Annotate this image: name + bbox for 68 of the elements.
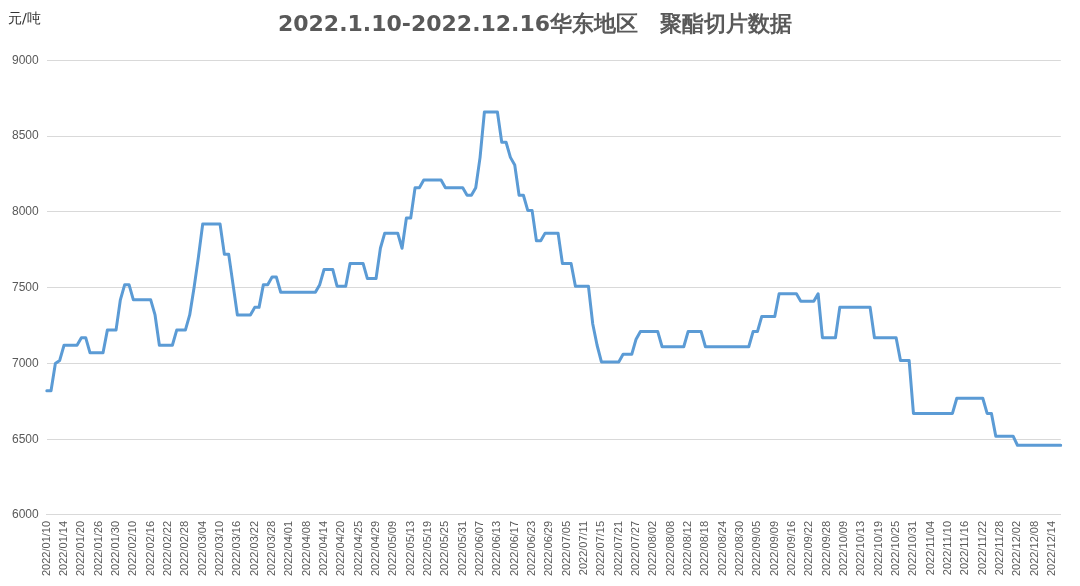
x-tick-label: 2022/08/24 (715, 520, 728, 577)
x-tick-label: 2022/05/25 (438, 520, 451, 577)
x-tick-label: 2022/09/16 (785, 520, 798, 577)
x-tick-label: 2022/12/14 (1045, 520, 1058, 577)
x-tick-label: 2022/07/11 (577, 520, 590, 576)
y-axis-title: 元/吨 (8, 10, 41, 28)
x-tick-label: 2022/08/30 (733, 520, 746, 577)
y-tick-label: 6500 (11, 431, 40, 446)
x-tick-label: 2022/04/29 (369, 520, 382, 577)
x-tick-label: 2022/04/14 (317, 520, 330, 577)
x-tick-label: 2022/01/14 (57, 520, 70, 577)
x-tick-label: 2022/05/31 (455, 520, 468, 577)
x-tick-label: 2022/03/28 (265, 520, 278, 577)
y-tick-label: 9000 (11, 52, 40, 67)
x-tick-label: 2022/03/16 (230, 520, 243, 577)
x-tick-label: 2022/04/01 (282, 520, 295, 577)
x-tick-label: 2022/10/13 (854, 520, 867, 577)
x-tick-label: 2022/06/13 (490, 520, 503, 577)
x-tick-label: 2022/02/22 (161, 520, 174, 577)
x-tick-label: 2022/04/08 (299, 520, 312, 577)
x-tick-label: 2022/01/10 (39, 520, 52, 577)
x-tick-label: 2022/11/22 (975, 520, 988, 576)
x-tick-label: 2022/08/02 (646, 520, 659, 577)
x-tick-label: 2022/11/16 (958, 520, 971, 576)
x-tick-label: 2022/10/09 (837, 520, 850, 577)
x-tick-label: 2022/09/09 (767, 520, 780, 577)
x-tick-label: 2022/06/17 (507, 520, 520, 577)
y-tick-label: 7000 (11, 355, 40, 370)
x-tick-label: 2022/06/07 (473, 520, 486, 577)
x-tick-label: 2022/07/15 (594, 520, 607, 577)
x-tick-label: 2022/12/08 (1027, 520, 1040, 577)
y-tick-label: 8500 (11, 128, 40, 143)
x-tick-label: 2022/09/05 (750, 520, 763, 577)
x-tick-label: 2022/08/18 (698, 520, 711, 577)
x-tick-label: 2022/10/31 (906, 520, 919, 577)
x-tick-label: 2022/04/25 (351, 520, 364, 577)
x-tick-label: 2022/07/27 (629, 520, 642, 577)
x-tick-label: 2022/11/10 (941, 520, 954, 576)
x-tick-label: 2022/05/09 (386, 520, 399, 577)
x-tick-label: 2022/01/20 (74, 520, 87, 577)
y-tick-label: 6000 (11, 507, 40, 522)
x-tick-label: 2022/04/20 (334, 520, 347, 577)
x-tick-label: 2022/08/12 (681, 520, 694, 577)
x-tick-label: 2022/03/10 (213, 520, 226, 577)
x-tick-label: 2022/10/19 (871, 520, 884, 577)
x-tick-label: 2022/02/16 (143, 520, 156, 577)
x-tick-label: 2022/05/19 (421, 520, 434, 577)
x-tick-label: 2022/02/10 (126, 520, 139, 577)
x-tick-label: 2022/02/28 (178, 520, 191, 577)
x-tick-label: 2022/11/04 (923, 520, 936, 576)
x-tick-label: 2022/12/02 (1010, 520, 1023, 577)
x-tick-label: 2022/01/30 (109, 520, 122, 577)
x-tick-label: 2022/11/28 (993, 520, 1006, 576)
x-tick-label: 2022/09/22 (802, 520, 815, 577)
y-tick-label: 7500 (11, 279, 40, 294)
x-tick-label: 2022/07/21 (611, 520, 624, 577)
x-tick-label: 2022/06/23 (525, 520, 538, 577)
x-tick-label: 2022/01/26 (91, 520, 104, 577)
x-tick-label: 2022/03/22 (247, 520, 260, 577)
x-tick-label: 2022/06/29 (542, 520, 555, 577)
x-tick-label: 2022/10/25 (889, 520, 902, 577)
x-tick-label: 2022/09/28 (819, 520, 832, 577)
x-tick-label: 2022/07/05 (559, 520, 572, 577)
chart-title: 2022.1.10-2022.12.16华东地区 聚酯切片数据 (277, 10, 793, 36)
x-tick-label: 2022/05/13 (403, 520, 416, 577)
y-tick-label: 8000 (11, 204, 40, 219)
x-tick-label: 2022/03/04 (195, 520, 208, 577)
x-tick-label: 2022/08/08 (663, 520, 676, 577)
